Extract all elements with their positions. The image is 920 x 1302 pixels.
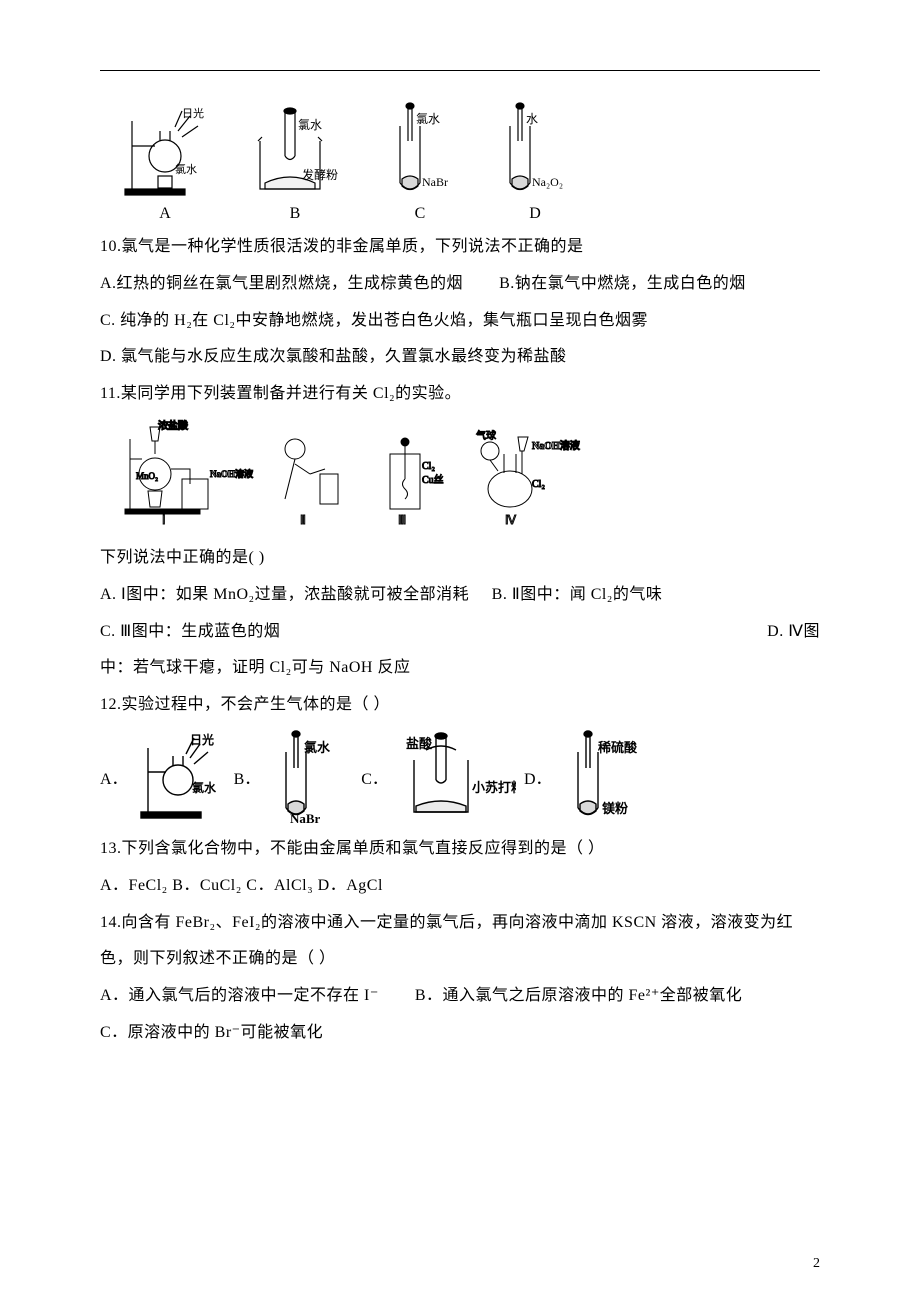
q14-opt-b: B．通入氯气之后原溶液中的 Fe²⁺全部被氧化 [415, 987, 742, 1004]
q11-iv-balloon: 气球 [476, 429, 496, 442]
q12-d-svg: 稀硫酸 镁粉 [560, 730, 660, 825]
q11-iii-gas: Cl₂ [422, 461, 435, 472]
fig-a-svg: 日光 氯水 [120, 101, 210, 201]
q10-stem: 10.氯气是一种化学性质很活泼的非金属单质，下列说法不正确的是 [100, 229, 820, 266]
q11-i-top: 浓盐酸 [158, 419, 189, 432]
q12-c-svg: 盐酸 小苏打粉 [396, 730, 516, 825]
q12-b-label: B． [234, 765, 261, 789]
q12-a-svg: 日光 氯水 [136, 730, 226, 825]
q10-opt-c: C. 纯净的 H₂在 Cl₂中安静地燃烧，发出苍白色火焰，集气瓶口呈现白色烟雾 [100, 303, 820, 340]
q12-d-label: D． [524, 765, 552, 789]
q12-b-solid: NaBr [290, 811, 321, 825]
q11-iii-wire: Cu丝 [422, 474, 444, 486]
q11-opt-b: B. Ⅱ图中：闻 Cl₂的气味 [492, 586, 663, 603]
fig-b-caption: B [290, 205, 301, 223]
q11-figure: 浓盐酸 MnO₂ NaOH溶液 Ⅰ Ⅱ [120, 419, 820, 534]
q11-i-mid: MnO₂ [136, 471, 158, 481]
fig-d-svg: 水 Na₂O₂ [490, 101, 580, 201]
q11-opt-d-tail: 中：若气球干瘪，证明 Cl₂可与 NaOH 反应 [100, 650, 820, 687]
fig-c: 氯水 NaBr C [380, 101, 460, 223]
q12-a-label: A． [100, 765, 128, 789]
q13-opts: A．FeCl₂ B．CuCl₂ C．AlCl₃ D．AgCl [100, 868, 820, 905]
fig-d: 水 Na₂O₂ D [490, 101, 580, 223]
q11-iv-gas: Cl₂ [532, 479, 545, 490]
fig-d-caption: D [529, 205, 541, 223]
q12-a-sun: 日光 [190, 732, 214, 747]
fig-a-sun-label: 日光 [182, 106, 204, 120]
q12-c-label: C． [361, 765, 388, 789]
fig-b-beaker-label: 发酵粉 [302, 167, 338, 182]
q11-lead: 下列说法中正确的是( ) [100, 540, 820, 577]
q14-stem: 14.向含有 FeBr₂、FeI₂的溶液中通入一定量的氯气后，再向溶液中滴加 K… [100, 905, 820, 979]
q11-iii-label: Ⅲ [398, 513, 406, 527]
fig-a-caption: A [159, 205, 171, 223]
q10-opt-a: A.红热的铜丝在氯气里剧烈燃烧，生成棕黄色的烟 [100, 275, 463, 292]
fig-c-svg: 氯水 NaBr [380, 101, 460, 201]
q10-opt-d: D. 氯气能与水反应生成次氯酸和盐酸，久置氯水最终变为稀盐酸 [100, 339, 820, 376]
fig-d-solid-label: Na₂O₂ [532, 175, 563, 189]
top-rule [100, 70, 820, 71]
q12-b-tube: 氯水 [304, 740, 331, 755]
q11-opt-c: C. Ⅲ图中：生成蓝色的烟 [100, 614, 280, 651]
fig-a: 日光 氯水 A [120, 101, 210, 223]
q11-ii-label: Ⅱ [300, 513, 306, 527]
q12-c-solid: 小苏打粉 [472, 780, 516, 795]
fig-b: 氯水 发酵粉 B [240, 101, 350, 223]
fig-d-tube-label: 水 [526, 112, 538, 126]
q14-opt-a: A．通入氯气后的溶液中一定不存在 I⁻ [100, 987, 379, 1004]
q10-opt-b: B.钠在氯气中燃烧，生成白色的烟 [499, 275, 746, 292]
q12-figure-row: A． 日光 氯水 B． [100, 730, 820, 825]
fig-c-caption: C [415, 205, 426, 223]
figure-row-abcd: 日光 氯水 A 氯水 发 [120, 101, 820, 223]
q12-a-flask: 氯水 [192, 780, 217, 795]
q12-b-svg: 氯水 NaBr [268, 730, 353, 825]
q11-stem: 11.某同学用下列装置制备并进行有关 Cl₂的实验。 [100, 376, 820, 413]
q12-stem: 12.实验过程中，不会产生气体的是（ ） [100, 687, 820, 724]
q11-iv-label: Ⅳ [505, 513, 516, 527]
fig-b-svg: 氯水 发酵粉 [240, 101, 350, 201]
q13-stem: 13.下列含氯化合物中，不能由金属单质和氯气直接反应得到的是（ ） [100, 831, 820, 868]
fig-a-flask-label: 氯水 [175, 162, 197, 176]
q14-opt-c: C．原溶液中的 Br⁻可能被氧化 [100, 1015, 820, 1052]
fig-b-tube-label: 氯水 [298, 118, 322, 132]
q11-i-right: NaOH溶液 [210, 468, 254, 479]
q12-c-tube: 盐酸 [406, 736, 433, 751]
fig-c-tube-label: 氯水 [416, 112, 440, 126]
page-number: 2 [813, 1256, 820, 1272]
fig-c-solid-label: NaBr [422, 175, 448, 189]
q11-i-label: Ⅰ [162, 513, 166, 527]
q11-opt-a: A. Ⅰ图中：如果 MnO₂过量，浓盐酸就可被全部消耗 [100, 586, 469, 603]
q11-iv-sol: NaOH溶液 [532, 439, 580, 452]
q11-opt-d-head: D. Ⅳ图 [767, 614, 820, 651]
q12-d-tube: 稀硫酸 [598, 740, 638, 755]
q12-d-solid: 镁粉 [602, 801, 628, 816]
